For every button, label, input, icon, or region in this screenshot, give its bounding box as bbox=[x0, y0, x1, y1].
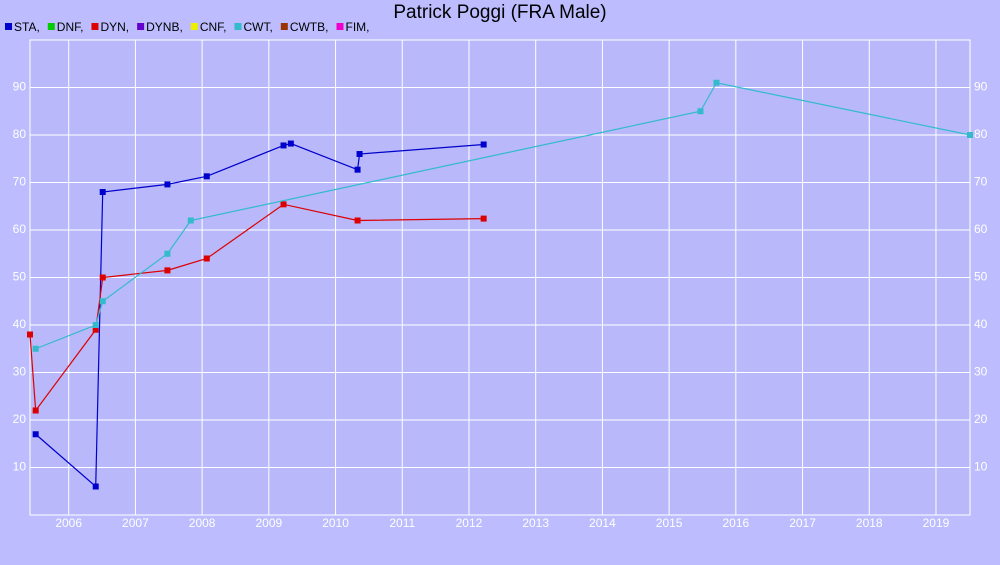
data-point bbox=[92, 326, 99, 333]
legend-label: DNF, bbox=[57, 20, 84, 34]
data-point bbox=[99, 189, 106, 195]
legend-label: CNF, bbox=[200, 20, 227, 34]
y-tick-label: 70 bbox=[13, 175, 27, 189]
y2-tick-label: 80 bbox=[974, 127, 988, 141]
x-tick-label: 2015 bbox=[656, 516, 683, 530]
data-point bbox=[164, 267, 171, 274]
data-point bbox=[287, 140, 294, 147]
y2-tick-label: 50 bbox=[974, 270, 988, 284]
data-point bbox=[354, 217, 361, 224]
data-point bbox=[280, 142, 287, 149]
data-point bbox=[32, 345, 39, 352]
y-tick-label: 80 bbox=[13, 127, 27, 141]
series-line bbox=[35, 82, 971, 350]
data-point bbox=[92, 483, 99, 490]
data-point bbox=[99, 298, 106, 305]
data-point bbox=[697, 108, 704, 115]
data-point bbox=[92, 322, 99, 328]
x-tick-label: 2008 bbox=[189, 516, 216, 530]
y-tick-label: 30 bbox=[13, 365, 27, 379]
data-point bbox=[164, 250, 171, 257]
y-tick-label: 40 bbox=[13, 317, 27, 331]
legend-swatch bbox=[47, 23, 55, 30]
y2-tick-label: 70 bbox=[974, 175, 988, 189]
x-tick-label: 2010 bbox=[322, 516, 349, 530]
y-tick-label: 90 bbox=[13, 80, 27, 94]
data-point bbox=[203, 173, 210, 180]
y-tick-label: 20 bbox=[13, 412, 27, 426]
y-tick-label: 60 bbox=[13, 222, 27, 236]
x-tick-label: 2014 bbox=[589, 516, 616, 530]
data-point bbox=[187, 217, 194, 224]
y2-tick-label: 90 bbox=[974, 80, 988, 94]
legend-swatch bbox=[336, 23, 344, 30]
chart-title: Patrick Poggi (FRA Male) bbox=[393, 2, 606, 23]
data-point bbox=[713, 79, 720, 86]
data-point bbox=[32, 431, 39, 438]
legend-label: STA, bbox=[14, 20, 40, 34]
data-point bbox=[354, 166, 361, 173]
x-tick-label: 2016 bbox=[722, 516, 749, 530]
x-tick-label: 2013 bbox=[522, 516, 549, 530]
data-point bbox=[203, 255, 210, 262]
y2-tick-label: 20 bbox=[974, 412, 988, 426]
x-tick-label: 2012 bbox=[456, 516, 483, 530]
legend-label: DYNB, bbox=[146, 20, 183, 34]
x-tick-label: 2006 bbox=[55, 516, 82, 530]
data-point bbox=[480, 141, 487, 148]
legend-label: CWT, bbox=[243, 20, 272, 34]
y2-tick-label: 40 bbox=[974, 317, 988, 331]
legend-label: DYN, bbox=[100, 20, 129, 34]
y2-tick-label: 30 bbox=[974, 365, 988, 379]
x-tick-label: 2019 bbox=[923, 516, 950, 530]
data-point bbox=[27, 331, 33, 338]
data-point bbox=[280, 201, 287, 208]
data-point bbox=[99, 274, 106, 281]
x-tick-label: 2017 bbox=[789, 516, 816, 530]
legend-swatch bbox=[280, 23, 288, 30]
legend-swatch bbox=[91, 23, 99, 30]
y2-tick-label: 60 bbox=[974, 222, 988, 236]
data-point bbox=[32, 407, 39, 414]
x-tick-label: 2018 bbox=[856, 516, 883, 530]
legend-swatch bbox=[137, 23, 145, 30]
x-tick-label: 2007 bbox=[122, 516, 149, 530]
y-tick-label: 10 bbox=[13, 460, 27, 474]
legend-swatch bbox=[234, 23, 242, 30]
data-point bbox=[967, 132, 973, 138]
y2-tick-label: 10 bbox=[974, 460, 988, 474]
data-point bbox=[356, 151, 363, 157]
legend-swatch bbox=[5, 23, 12, 30]
legend-swatch bbox=[190, 23, 198, 30]
y-tick-label: 50 bbox=[13, 270, 27, 284]
series-line bbox=[35, 142, 484, 488]
data-point bbox=[480, 215, 487, 222]
x-tick-label: 2009 bbox=[255, 516, 282, 530]
legend-label: CWTB, bbox=[290, 20, 329, 34]
legend-label: FIM, bbox=[345, 20, 369, 34]
x-tick-label: 2011 bbox=[389, 516, 415, 530]
data-point bbox=[164, 181, 171, 188]
